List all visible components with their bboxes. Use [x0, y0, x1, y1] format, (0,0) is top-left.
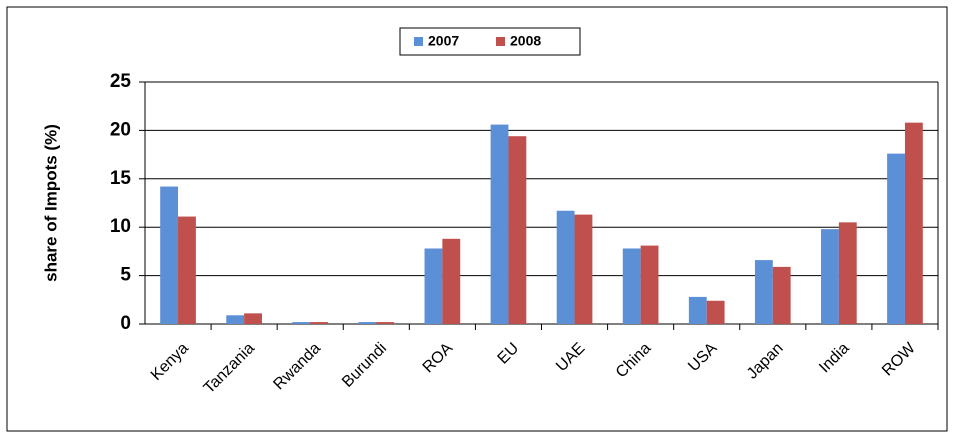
y-axis-label: share of Impots (%) — [41, 124, 60, 282]
bar — [688, 296, 707, 324]
bar — [706, 300, 725, 324]
y-tick-label: 5 — [120, 265, 131, 286]
y-tick-label: 25 — [110, 71, 132, 92]
bar — [622, 248, 641, 324]
legend-box — [399, 27, 581, 56]
bar — [376, 322, 395, 324]
bar — [640, 245, 659, 324]
bar — [160, 186, 179, 324]
bar — [292, 322, 311, 324]
legend-swatch — [496, 37, 505, 46]
bar — [424, 248, 443, 324]
bar — [358, 322, 377, 324]
legend-swatch — [414, 37, 423, 46]
y-tick-label: 20 — [110, 119, 131, 140]
chart-frame — [6, 6, 948, 432]
bar — [904, 122, 923, 324]
bar — [772, 266, 791, 324]
bar — [508, 136, 527, 324]
legend-label: 2008 — [510, 33, 541, 49]
bar — [226, 315, 245, 324]
bar — [821, 229, 839, 324]
bar — [490, 124, 509, 324]
bar — [556, 210, 575, 324]
y-tick-label: 10 — [110, 216, 131, 237]
bar — [442, 238, 461, 324]
y-tick-label: 15 — [110, 168, 132, 189]
bar — [178, 216, 196, 324]
bar — [574, 214, 593, 324]
y-tick-label: 0 — [120, 313, 131, 334]
bar — [244, 313, 262, 324]
bar — [887, 153, 905, 324]
legend-label: 2007 — [428, 33, 459, 49]
bar — [754, 260, 773, 324]
bar — [838, 222, 857, 324]
bar — [310, 322, 329, 324]
